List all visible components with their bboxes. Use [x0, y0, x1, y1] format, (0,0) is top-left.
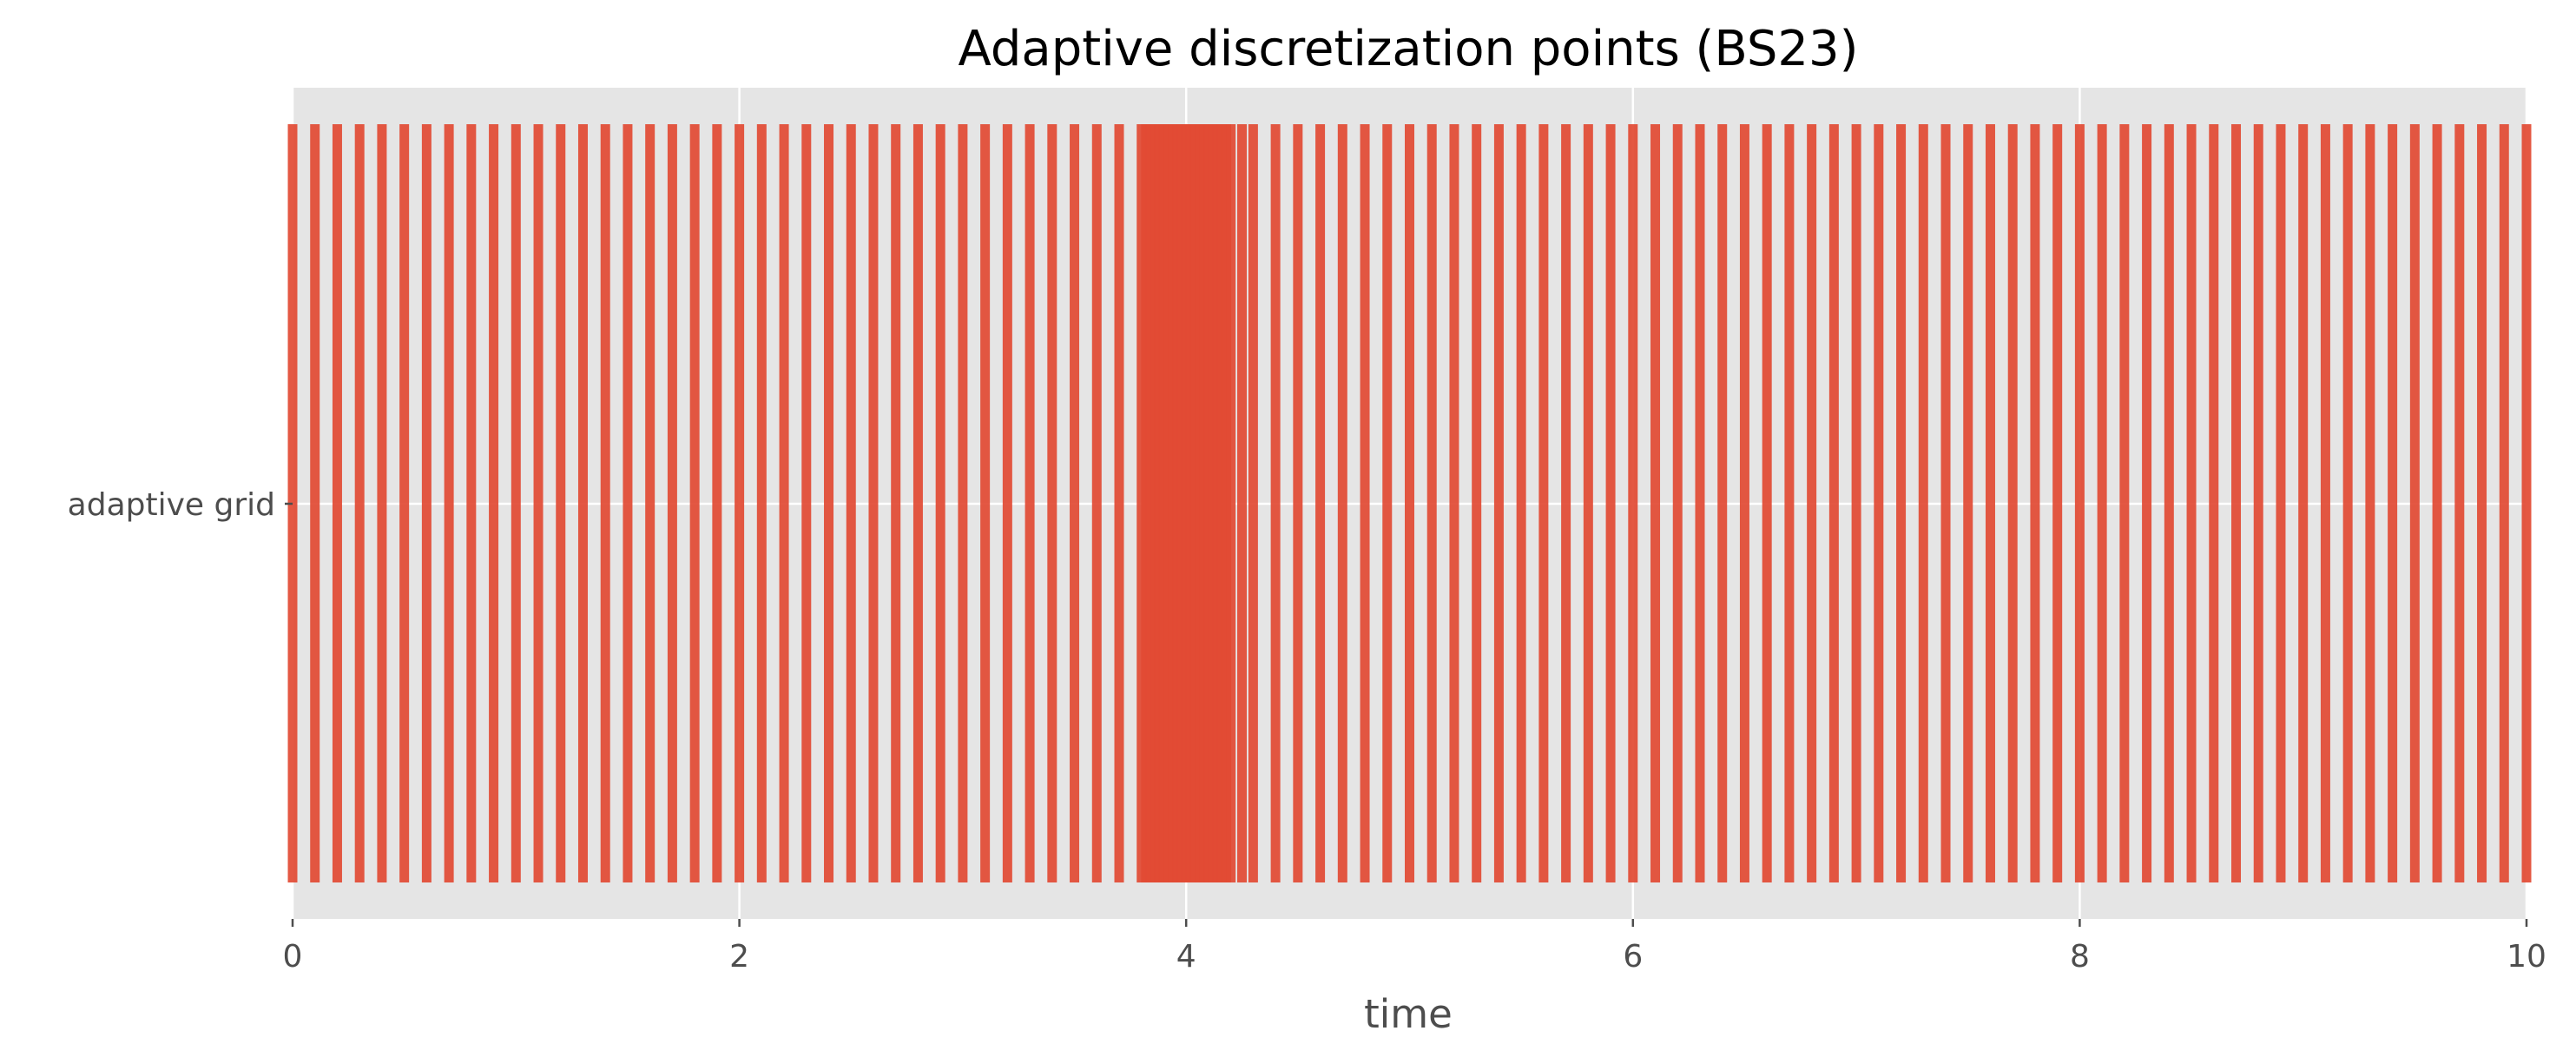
axes: 0 2 4 6 8 10 adaptive grid [68, 487, 2546, 975]
x-tick-label: 10 [2507, 939, 2546, 975]
y-tick-label: adaptive grid [68, 487, 275, 523]
event-lines [287, 124, 2532, 882]
x-tick-label: 0 [283, 939, 303, 975]
chart-title: Adaptive discretization points (BS23) [959, 21, 1859, 77]
x-axis-label: time [1364, 991, 1453, 1037]
x-tick-label: 8 [2070, 939, 2090, 975]
x-tick-label: 4 [1176, 939, 1196, 975]
x-tick-label: 6 [1623, 939, 1643, 975]
x-tick-label: 2 [729, 939, 749, 975]
